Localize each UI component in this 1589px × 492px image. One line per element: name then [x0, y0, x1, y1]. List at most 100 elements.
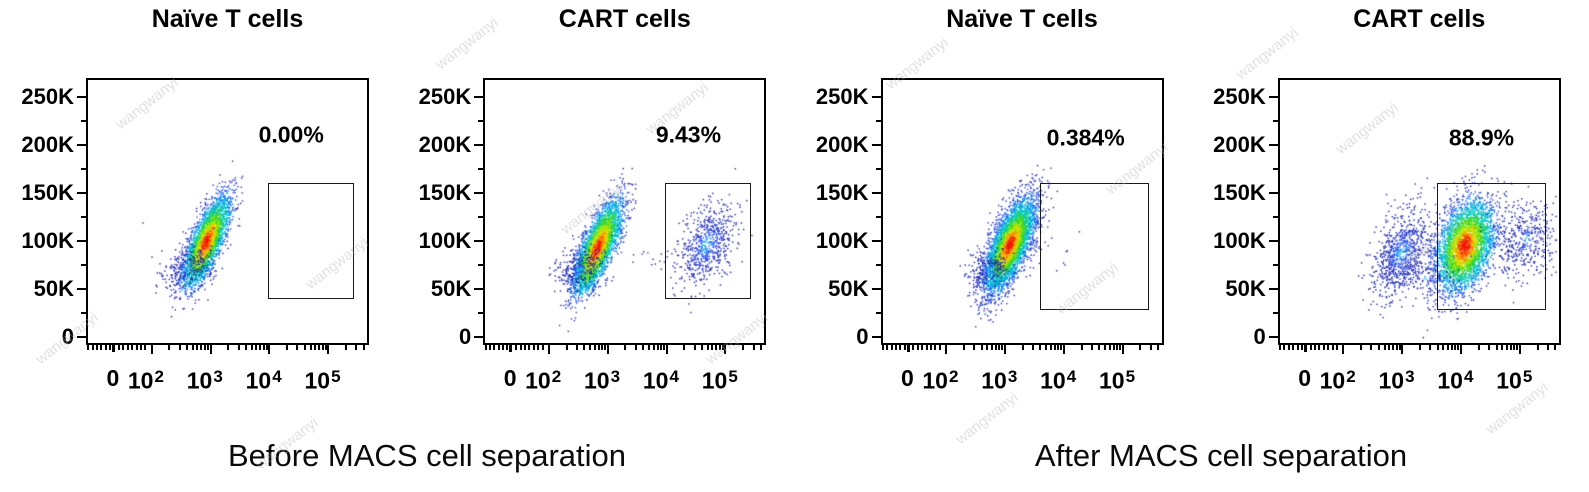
x-axis-minor-tick [925, 345, 928, 350]
x-axis-minor-tick [752, 345, 755, 350]
x-axis-minor-tick [178, 345, 181, 350]
y-axis-minor-tick [478, 312, 484, 314]
x-axis-tick-label: 104 [1040, 367, 1077, 394]
y-axis-tick-label: 150K [21, 180, 74, 205]
x-axis-minor-tick [506, 345, 509, 350]
plot-area [86, 78, 369, 345]
y-axis-minor-tick [478, 216, 484, 218]
y-axis-major-tick [77, 192, 86, 194]
x-axis-minor-tick [324, 345, 327, 350]
x-axis-minor-tick [701, 345, 704, 350]
x-axis-minor-tick [314, 345, 317, 350]
x-axis-minor-tick [1098, 345, 1101, 350]
y-axis-major-tick [871, 336, 881, 338]
y-axis-minor-tick [81, 264, 86, 266]
y-axis-major-tick [871, 240, 881, 242]
y-axis-minor-tick [875, 168, 881, 170]
gate-rectangle [267, 183, 354, 299]
dot-plot-panels-row: Naïve T cells 250K 200K 150K 100K 50K 0 0 102 103… [21, 5, 1561, 394]
x-axis-minor-tick [1505, 345, 1508, 350]
y-axis-major-tick [1268, 96, 1278, 98]
x-axis-minor-tick [262, 345, 265, 350]
x-axis-minor-tick [1388, 345, 1391, 350]
x-axis-minor-tick [493, 345, 496, 350]
x-axis-exponent: 5 [1522, 367, 1533, 386]
y-axis-tick-label: 0 [459, 324, 472, 349]
x-axis-minor-tick [528, 345, 531, 350]
x-axis-minor-tick [998, 345, 1001, 350]
x-axis-major-tick [150, 345, 153, 354]
x-axis-major-tick [665, 345, 668, 354]
x-axis-minor-tick [1112, 345, 1115, 350]
x-axis-minor-tick [1398, 345, 1401, 350]
x-axis-minor-tick [662, 345, 665, 350]
y-axis-tick-label: 50K [33, 276, 74, 301]
x-axis-minor-tick [1495, 345, 1498, 350]
y-axis-tick-label: 0 [856, 324, 869, 349]
y-axis-minor-tick [1272, 312, 1278, 314]
x-axis-minor-tick [250, 345, 253, 350]
x-axis-minor-tick [255, 345, 258, 350]
x-axis-minor-tick [1157, 345, 1160, 350]
x-axis-minor-tick [344, 345, 347, 350]
y-axis-tick-label: 0 [61, 324, 74, 349]
x-axis-tick-label: 104 [1437, 367, 1474, 394]
x-axis-major-tick [1062, 345, 1065, 354]
y-axis-minor-tick [81, 168, 86, 170]
x-axis-tick-label: 0 [1298, 365, 1312, 391]
x-axis-exponent: 3 [1405, 367, 1415, 386]
x-axis-minor-tick [186, 345, 189, 350]
x-axis-major-tick [268, 345, 271, 354]
x-axis-tick-label: 102 [127, 367, 164, 394]
x-axis-exponent: 2 [948, 367, 959, 386]
x-axis-minor-tick [484, 345, 487, 350]
x-axis-tick-label: 102 [525, 367, 562, 394]
y-axis-tick-label: 100K [1213, 228, 1266, 253]
x-axis-minor-tick [742, 345, 745, 350]
group-captions-row: Before MACS cell separation After MACS c… [0, 438, 1589, 474]
y-axis-minor-tick [81, 312, 86, 314]
x-axis-exponent: 3 [1007, 367, 1018, 386]
x-axis-minor-tick [1057, 345, 1060, 350]
gate-rectangle [665, 183, 752, 299]
x-axis-minor-tick [986, 345, 989, 350]
y-axis-tick-label: 100K [21, 228, 74, 253]
x-axis-minor-tick [934, 345, 937, 350]
x-axis-exponent: 2 [1346, 367, 1356, 386]
x-axis-minor-tick [244, 345, 247, 350]
y-axis-tick-label: 100K [815, 228, 869, 253]
x-axis-major-tick [327, 345, 330, 354]
x-axis-minor-tick [1279, 345, 1281, 350]
x-axis-minor-tick [921, 345, 924, 350]
y-axis-minor-tick [875, 264, 881, 266]
x-axis-major-tick [945, 345, 948, 354]
x-axis-minor-tick [1370, 345, 1373, 350]
x-axis-minor-tick [1418, 345, 1421, 350]
y-axis-minor-tick [1272, 264, 1278, 266]
x-axis-tick-label: 105 [1098, 367, 1136, 394]
x-axis-major-tick [209, 345, 212, 354]
x-axis-tick-label: 105 [1496, 367, 1533, 394]
x-axis-minor-tick [1108, 345, 1111, 350]
x-axis-minor-tick [168, 345, 171, 350]
y-axis-major-tick [77, 240, 86, 242]
x-axis-minor-tick [1395, 345, 1398, 350]
x-axis-minor-tick [656, 345, 659, 350]
y-axis-major-tick [474, 96, 484, 98]
x-axis-minor-tick [87, 345, 90, 350]
x-axis-minor-tick [196, 345, 199, 350]
x-axis-zero-tick [906, 345, 910, 352]
y-axis-minor-tick [478, 264, 484, 266]
x-axis-minor-tick [1001, 345, 1004, 350]
x-axis-minor-tick [912, 345, 915, 350]
x-axis-major-tick [1121, 345, 1124, 354]
x-axis-minor-tick [502, 345, 505, 350]
x-axis-minor-tick [881, 345, 884, 350]
x-axis-minor-tick [890, 345, 893, 350]
x-axis-tick-label: 0 [106, 365, 120, 391]
x-axis-exponent: 4 [1066, 367, 1077, 386]
x-axis-minor-tick [903, 345, 906, 350]
y-axis-major-tick [77, 336, 86, 338]
y-axis-tick-label: 200K [815, 132, 869, 157]
x-axis-tick-label: 0 [503, 365, 517, 391]
